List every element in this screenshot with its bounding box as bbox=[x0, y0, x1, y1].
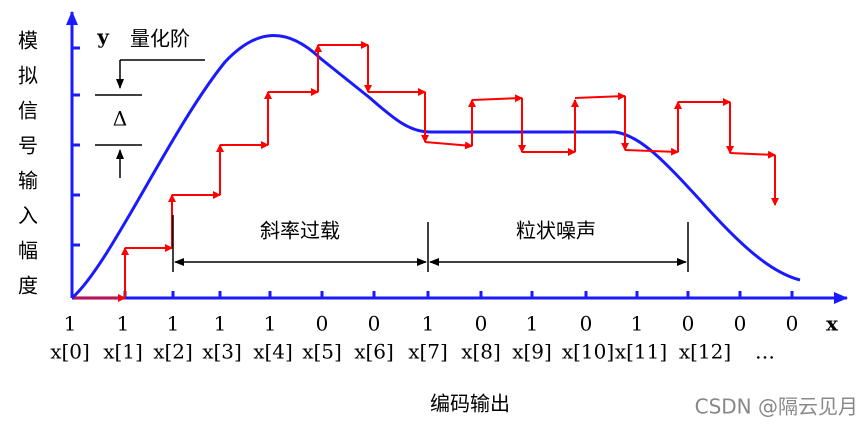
y-axis-label-char: 模 bbox=[18, 29, 38, 53]
sample-label: x[10] bbox=[562, 340, 614, 364]
bit: 0 bbox=[316, 312, 329, 336]
bit: 0 bbox=[580, 312, 593, 336]
bit: 0 bbox=[786, 312, 799, 336]
bit: 0 bbox=[475, 312, 488, 336]
sample-label: x[12] bbox=[679, 340, 731, 364]
sample-label: x[4] bbox=[253, 340, 293, 364]
sample-label: x[5] bbox=[302, 340, 342, 364]
y-axis-label-char: 入 bbox=[18, 204, 38, 228]
region-brackets bbox=[172, 215, 689, 272]
sample-label: x[6] bbox=[354, 340, 394, 364]
bit: 0 bbox=[368, 312, 381, 336]
bit: 1 bbox=[64, 312, 77, 336]
x-ticks bbox=[123, 291, 794, 298]
sample-label: x[7] bbox=[408, 340, 448, 364]
bit: 1 bbox=[214, 312, 227, 336]
region-label: 斜率过载 bbox=[260, 219, 340, 243]
bit: 1 bbox=[422, 312, 435, 336]
x-symbol: x bbox=[826, 312, 839, 336]
y-axis-label-char: 信 bbox=[18, 99, 38, 123]
bit: 1 bbox=[264, 312, 277, 336]
sample-label: x[11] bbox=[615, 340, 667, 364]
bit: 0 bbox=[682, 312, 695, 336]
staircase bbox=[74, 41, 779, 302]
x-axis-label: 编码输出 bbox=[430, 392, 510, 416]
sample-label: x[8] bbox=[461, 340, 501, 364]
y-axis-label-char: 输 bbox=[18, 169, 38, 193]
y-axis-label-char: 拟 bbox=[18, 64, 38, 88]
bit: 1 bbox=[117, 312, 130, 336]
step-annotation bbox=[95, 59, 205, 178]
quantization-label: 量化阶 bbox=[130, 27, 190, 51]
bit: 1 bbox=[167, 312, 180, 336]
sample-label: x[9] bbox=[512, 340, 552, 364]
delta: Δ bbox=[113, 107, 127, 131]
bit: 1 bbox=[631, 312, 644, 336]
watermark: CSDN @隔云见月 bbox=[695, 395, 858, 419]
sample-label: x[3] bbox=[202, 340, 242, 364]
input-signal bbox=[71, 34, 801, 300]
bit: 0 bbox=[734, 312, 747, 336]
bit: 1 bbox=[526, 312, 539, 336]
y-ticks bbox=[72, 46, 80, 247]
sample-label: … bbox=[755, 340, 775, 364]
sample-label: x[2] bbox=[153, 340, 193, 364]
y-axis-label-char: 号 bbox=[18, 134, 38, 158]
y-axis-label-char: 度 bbox=[18, 274, 38, 298]
y-symbol: y bbox=[96, 25, 110, 49]
y-axis-label-char: 幅 bbox=[18, 239, 38, 263]
sample-label: x[0] bbox=[50, 340, 90, 364]
sample-label: x[1] bbox=[103, 340, 143, 364]
region-label: 粒状噪声 bbox=[516, 219, 596, 243]
